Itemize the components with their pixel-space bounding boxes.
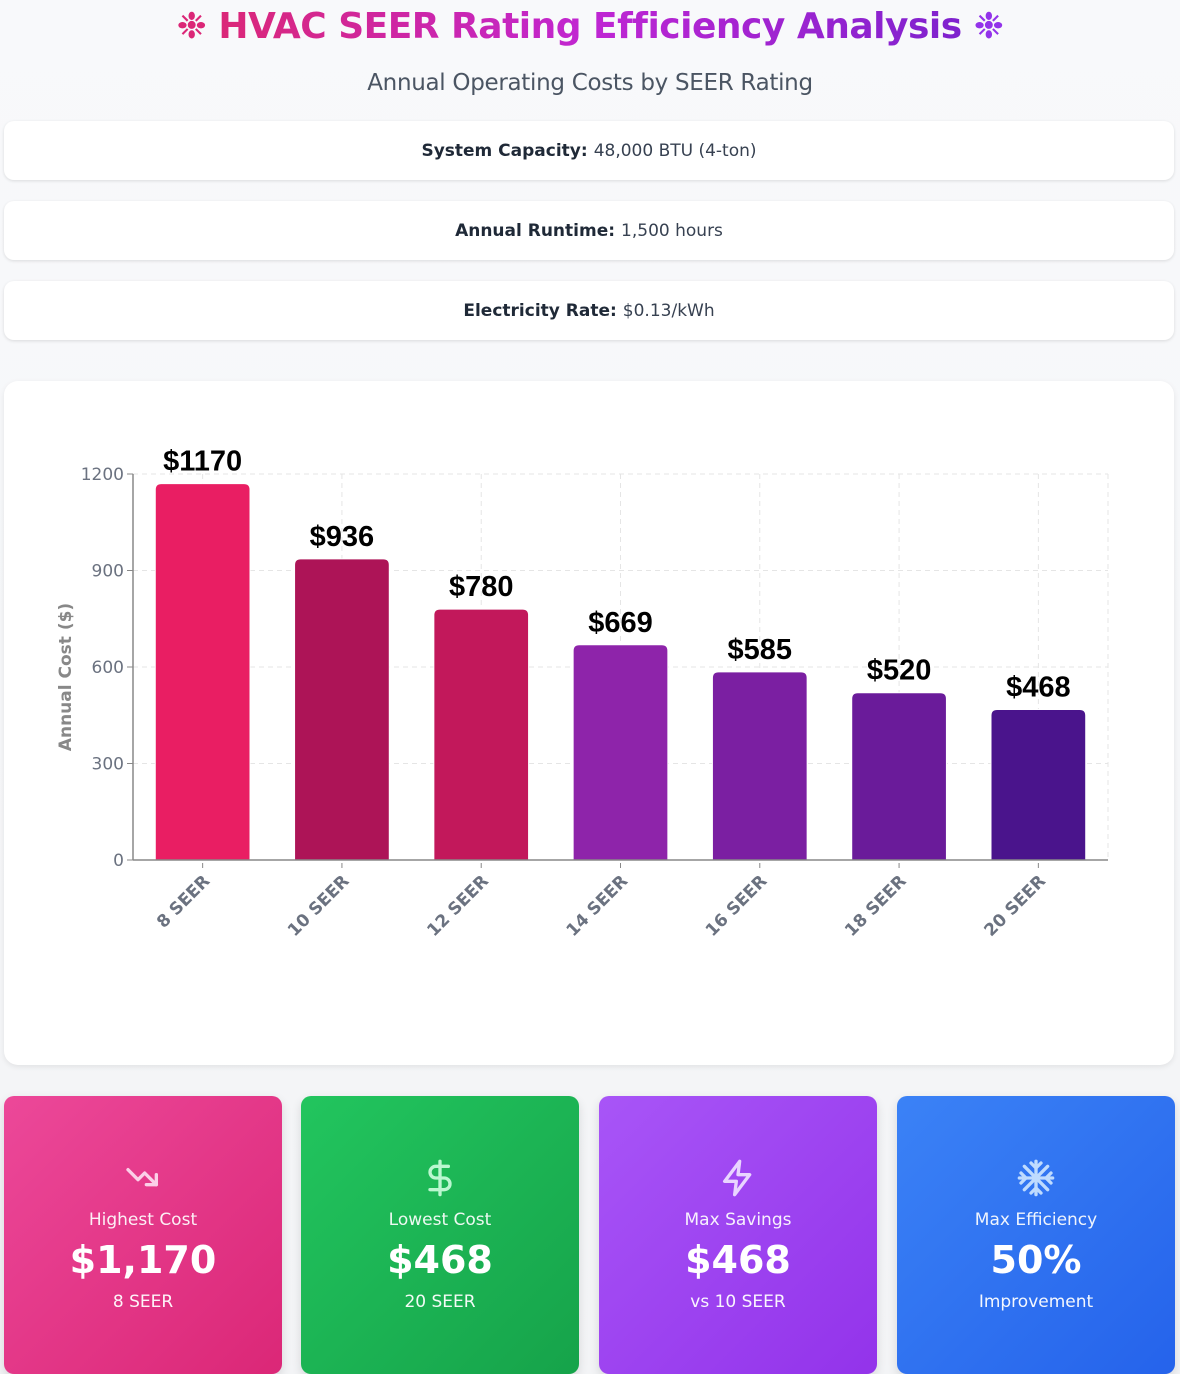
stat-sub: 20 SEER	[404, 1292, 476, 1312]
stat-label: Max Efficiency	[974, 1210, 1098, 1230]
y-tick-label: 1200	[81, 465, 124, 485]
stat-card-highest-cost: Highest Cost $1,170 8 SEER	[4, 1096, 282, 1374]
bar	[294, 558, 390, 861]
stat-value: $468	[685, 1238, 791, 1282]
snowflake-icon	[897, 1158, 1175, 1198]
x-tick-label: 20 SEER	[980, 871, 1049, 940]
y-axis-title: Annual Cost ($)	[56, 603, 76, 751]
stat-sub: 8 SEER	[112, 1292, 174, 1312]
lightning-icon	[599, 1158, 877, 1198]
dollar-icon	[301, 1158, 579, 1198]
bar	[711, 671, 808, 861]
stat-label: Highest Cost	[88, 1210, 198, 1230]
bar	[990, 708, 1087, 861]
bar	[433, 608, 530, 861]
x-tick-label: 10 SEER	[284, 871, 353, 940]
stat-value: $468	[387, 1238, 493, 1282]
page-title: ❉ HVAC SEER Rating Efficiency Analysis ❉	[0, 4, 1180, 50]
info-value: 1,500 hours	[621, 220, 723, 241]
data-label: $936	[310, 521, 375, 553]
y-tick-label: 600	[92, 658, 124, 678]
stat-sub: vs 10 SEER	[690, 1292, 786, 1312]
y-tick-label: 300	[92, 755, 124, 775]
data-label: $520	[867, 655, 932, 687]
bar	[154, 483, 251, 861]
stat-card-max-savings: Max Savings $468 vs 10 SEER	[599, 1096, 877, 1374]
info-label: System Capacity:	[421, 140, 588, 161]
x-tick-label: 8 SEER	[153, 871, 214, 932]
axes	[127, 473, 1108, 868]
y-tick-label: 0	[113, 851, 124, 871]
data-label: $468	[1006, 671, 1071, 703]
snowflake-icon: ❉	[176, 6, 207, 47]
y-tick-label: 900	[92, 562, 124, 582]
data-label: $669	[588, 607, 653, 639]
data-label: $1170	[163, 446, 242, 478]
stat-value: 50%	[990, 1238, 1082, 1282]
bar	[851, 692, 947, 861]
stat-value: $1,170	[69, 1238, 217, 1282]
page-subtitle: Annual Operating Costs by SEER Rating	[367, 70, 813, 96]
info-card-capacity: System Capacity: 48,000 BTU (4-ton)	[4, 121, 1174, 180]
info-value: $0.13/kWh	[622, 300, 715, 321]
snowflake-icon: ❉	[973, 6, 1004, 47]
bar-chart: 0 300 600 900 1200 $1170 8 SEER $936 10 SEER $780…	[56, 446, 1109, 941]
info-value: 48,000 BTU (4-ton)	[593, 140, 757, 161]
bars	[154, 483, 1087, 861]
x-tick-label: 12 SEER	[423, 871, 492, 940]
data-label: $585	[728, 634, 793, 666]
stat-label: Lowest Cost	[388, 1210, 492, 1230]
info-label: Electricity Rate:	[463, 300, 617, 321]
stat-card-max-efficiency: Max Efficiency 50% Improvement	[897, 1096, 1175, 1374]
bar	[572, 644, 669, 861]
x-tick-label: 18 SEER	[841, 871, 910, 940]
stat-card-lowest-cost: Lowest Cost $468 20 SEER	[301, 1096, 579, 1374]
x-tick-label: 16 SEER	[702, 871, 771, 940]
info-card-rate: Electricity Rate: $0.13/kWh	[4, 281, 1174, 340]
info-card-runtime: Annual Runtime: 1,500 hours	[4, 201, 1174, 260]
data-label: $780	[449, 571, 514, 603]
info-label: Annual Runtime:	[455, 220, 616, 241]
stat-sub: Improvement	[978, 1292, 1094, 1312]
trending-down-icon	[4, 1158, 282, 1198]
page-title-text: HVAC SEER Rating Efficiency Analysis	[218, 6, 962, 47]
x-tick-label: 14 SEER	[563, 871, 632, 940]
stat-label: Max Savings	[684, 1210, 792, 1230]
